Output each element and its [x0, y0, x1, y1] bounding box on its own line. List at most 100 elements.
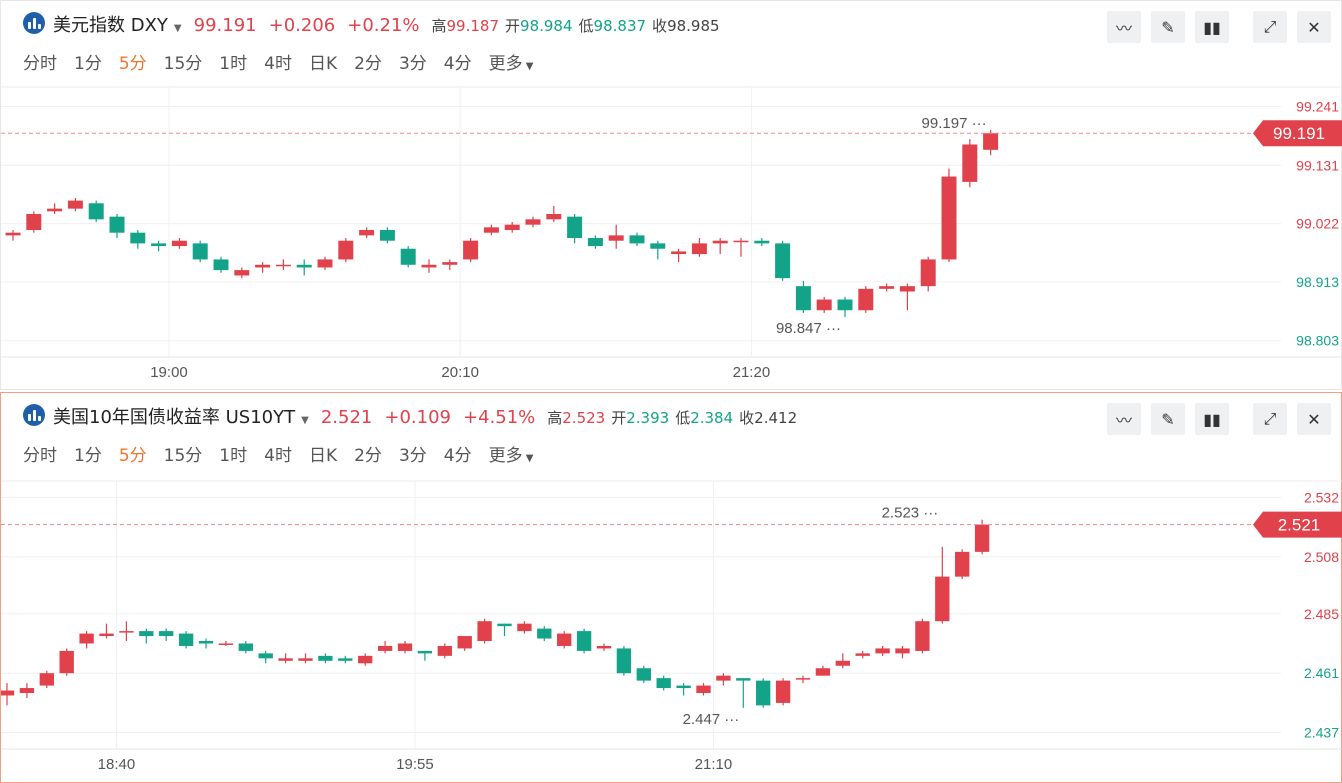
expand-icon[interactable]: ⤢ — [1253, 11, 1287, 43]
line-chart-icon[interactable]: 〰 — [1107, 11, 1141, 43]
candle — [656, 678, 671, 689]
candle — [616, 648, 632, 674]
candle — [712, 240, 728, 244]
candle — [255, 264, 271, 268]
pencil-icon[interactable]: ✎ — [1151, 403, 1185, 435]
tab-period[interactable]: 1时 — [219, 54, 248, 74]
tab-period[interactable]: 4时 — [264, 54, 292, 74]
candle — [298, 658, 313, 661]
tab-period-active[interactable]: 5分 — [118, 54, 147, 74]
candle — [736, 678, 751, 681]
tab-period-active[interactable]: 5分 — [118, 446, 147, 466]
candle — [218, 643, 234, 645]
candle — [696, 685, 711, 693]
tab-period[interactable]: 2分 — [354, 446, 382, 466]
candle — [858, 288, 874, 311]
x-tick-label: 20:10 — [441, 364, 479, 381]
candle — [139, 631, 154, 637]
candle — [275, 264, 291, 267]
y-tick-label: 98.913 — [1296, 274, 1339, 290]
candle — [650, 243, 666, 249]
candle — [557, 633, 572, 646]
candles-icon[interactable]: ▮▮ — [1195, 11, 1229, 43]
candle — [477, 621, 492, 641]
bar-chart-logo-icon — [23, 404, 45, 426]
tab-period[interactable]: 15分 — [163, 54, 203, 74]
candle — [815, 668, 831, 676]
candle — [567, 216, 583, 239]
candle — [587, 238, 603, 247]
candle — [517, 623, 532, 632]
candle — [5, 232, 21, 236]
tab-more[interactable]: 更多 ▼ — [488, 446, 534, 466]
high-stat: 高2.523 — [547, 409, 606, 427]
candle — [775, 243, 791, 279]
y-tick-label: 2.485 — [1304, 606, 1339, 622]
symbol-name[interactable]: 美元指数 DXY — [53, 15, 168, 36]
tab-period[interactable]: 3分 — [398, 446, 427, 466]
candle — [875, 648, 890, 654]
candle — [974, 524, 990, 552]
candle — [377, 645, 393, 651]
candlestick-chart[interactable]: 2.532 2.508 2.485 2.461 2.437 18:40 19:55 21:10… — [1, 393, 1342, 783]
candle — [421, 264, 437, 268]
candle — [192, 243, 208, 260]
tab-period[interactable]: 日K — [308, 54, 338, 74]
y-tick-label: 98.803 — [1296, 333, 1339, 349]
candle — [941, 176, 957, 260]
candle — [504, 224, 520, 231]
tab-period[interactable]: 4时 — [264, 446, 292, 466]
candle — [159, 631, 174, 637]
candle — [483, 227, 499, 233]
close-icon[interactable]: ✕ — [1297, 11, 1331, 43]
toolbar: 〰 ✎ ▮▮ ⤢ ✕ — [1107, 11, 1331, 43]
candle — [79, 633, 94, 644]
candle — [338, 658, 353, 661]
x-tick-label: 21:10 — [695, 756, 733, 773]
candle — [359, 230, 375, 236]
tab-period[interactable]: 15分 — [163, 446, 203, 466]
tab-period[interactable]: 分时 — [23, 54, 57, 74]
candle — [317, 259, 333, 268]
tab-period[interactable]: 4分 — [443, 446, 472, 466]
tab-period[interactable]: 1分 — [74, 446, 102, 466]
y-tick-label: 99.131 — [1296, 157, 1339, 173]
pencil-icon[interactable]: ✎ — [1151, 11, 1185, 43]
candle — [955, 551, 970, 577]
candle — [576, 631, 592, 651]
candle — [296, 264, 312, 268]
candle — [397, 643, 413, 651]
y-tick-label: 2.437 — [1304, 725, 1339, 741]
candle — [238, 643, 253, 651]
candles-icon[interactable]: ▮▮ — [1195, 403, 1229, 435]
chevron-down-icon[interactable]: ▼ — [173, 23, 182, 34]
candle — [835, 660, 850, 666]
last-price: 2.521 — [320, 407, 373, 428]
tab-period[interactable]: 1分 — [74, 54, 102, 74]
expand-icon[interactable]: ⤢ — [1253, 403, 1287, 435]
line-chart-icon[interactable]: 〰 — [1107, 403, 1141, 435]
chevron-down-icon[interactable]: ▼ — [301, 415, 309, 426]
tab-period[interactable]: 2分 — [354, 54, 382, 74]
candle — [234, 270, 250, 276]
tab-period[interactable]: 日K — [308, 446, 338, 466]
candlestick-chart[interactable]: 99.241 99.131 99.022 98.913 98.803 19:00 20:10… — [1, 1, 1342, 391]
tab-more[interactable]: 更多 ▼ — [488, 54, 534, 74]
candle — [895, 648, 910, 654]
symbol-name[interactable]: 美国10年国债收益率 US10YT — [53, 407, 296, 428]
candle — [756, 680, 771, 706]
bar-chart-logo-icon — [23, 12, 45, 34]
tab-period[interactable]: 1时 — [219, 446, 248, 466]
tab-period[interactable]: 3分 — [398, 54, 427, 74]
tab-period[interactable]: 分时 — [23, 446, 57, 466]
candle — [67, 200, 83, 209]
tab-period[interactable]: 4分 — [443, 54, 472, 74]
close-icon[interactable]: ✕ — [1297, 403, 1331, 435]
y-tick-label: 99.022 — [1296, 216, 1339, 232]
y-tick-label: 2.508 — [1304, 549, 1339, 565]
candle — [278, 658, 293, 661]
candle — [671, 251, 687, 255]
y-tick-label: 2.461 — [1304, 665, 1339, 681]
low-stat: 低98.837 — [578, 17, 647, 35]
candle — [171, 240, 187, 247]
